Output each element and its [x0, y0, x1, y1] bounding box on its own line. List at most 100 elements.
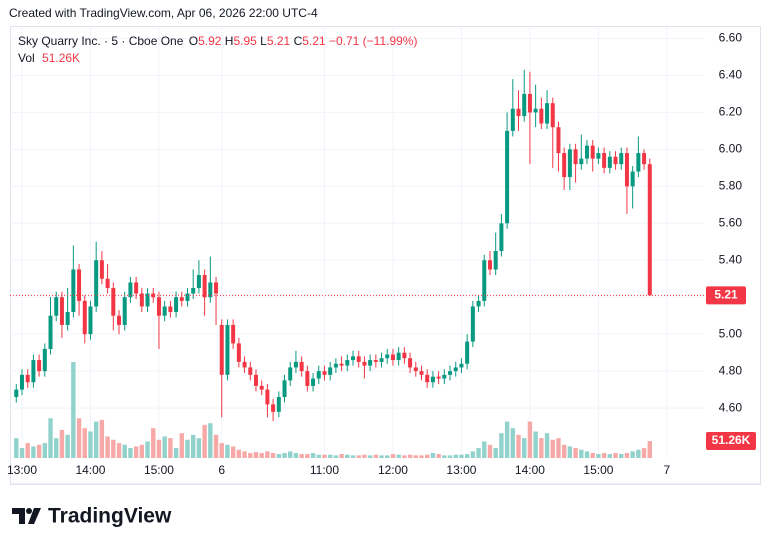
volume-bar	[407, 454, 413, 458]
candle-body	[333, 363, 338, 368]
candle-body	[179, 297, 184, 301]
volume-tag-label: 51.26K	[712, 433, 751, 447]
volume-bar	[248, 453, 253, 458]
volume-bar	[128, 448, 133, 458]
candle-body	[419, 371, 424, 375]
volume-bar	[613, 453, 618, 458]
candle-body	[42, 348, 47, 372]
candle-body	[642, 153, 647, 165]
volume-bar	[36, 444, 42, 458]
volume-bar	[162, 436, 167, 458]
candle-body	[539, 108, 544, 124]
candle-body	[88, 306, 93, 335]
volume-bar	[510, 428, 516, 458]
candle-body	[242, 361, 247, 368]
candle-body	[459, 363, 464, 368]
candle-body	[527, 93, 532, 113]
candle-body	[562, 153, 567, 178]
candle-body	[202, 275, 207, 298]
volume-bar	[59, 429, 65, 458]
volume-bar	[242, 451, 247, 458]
volume-bar	[196, 438, 202, 458]
candle-body	[311, 378, 316, 386]
candle-body	[430, 376, 435, 383]
volume-bar	[430, 453, 436, 458]
volume-bar	[522, 438, 527, 458]
volume-bar	[31, 446, 36, 458]
x-tick-label: 11:00	[310, 463, 339, 477]
volume-bar	[561, 444, 567, 458]
candle-body	[362, 361, 367, 366]
y-tick-label: 4.80	[719, 363, 743, 377]
candle-body	[174, 297, 179, 312]
x-tick-label: 14:00	[75, 463, 105, 477]
volume-bar	[459, 454, 464, 458]
legend-value: 5.92	[198, 34, 222, 48]
candle-body	[117, 315, 122, 325]
logo-mark	[28, 508, 41, 524]
candle-body	[111, 287, 116, 316]
candle-body	[168, 306, 173, 312]
volume-bar	[636, 449, 641, 458]
price-tag-label: 5.21	[714, 288, 738, 302]
volume-bar	[567, 446, 573, 458]
volume-bar	[230, 446, 236, 458]
candle-body	[585, 145, 590, 159]
volume-bar	[82, 428, 87, 458]
volume-bar	[590, 453, 595, 458]
candle-body	[408, 358, 413, 368]
candle-body	[151, 293, 156, 298]
volume-bar	[624, 453, 630, 458]
volume-bar	[105, 436, 110, 458]
volume-bar	[145, 441, 150, 458]
symbol-title: Sky Quarry Inc. · 5 · Cboe One	[18, 34, 184, 48]
volume-bar	[504, 421, 510, 458]
volume-bar	[596, 454, 601, 458]
volume-bar	[447, 455, 453, 458]
x-tick-label: 15:00	[144, 463, 174, 477]
candle-body	[225, 324, 230, 375]
legend-change: −0.71	[329, 34, 360, 48]
volume-bar	[601, 453, 607, 458]
candle-body	[156, 297, 161, 316]
volume-bar	[122, 444, 127, 458]
candle-body	[162, 306, 167, 316]
volume-bar	[48, 418, 53, 458]
y-tick-label: 5.60	[719, 215, 743, 229]
volume-bar	[54, 438, 59, 458]
candle-body	[214, 282, 219, 294]
candle-body	[470, 306, 475, 342]
candle-body	[556, 127, 561, 154]
legend-value: 51.26K	[42, 51, 80, 65]
volume-bar	[305, 454, 310, 458]
candle-body	[19, 374, 24, 390]
candle-body	[185, 293, 190, 301]
volume-bar	[539, 438, 544, 458]
candle-body	[607, 156, 612, 168]
volume-bar	[339, 454, 344, 458]
candle-body	[533, 108, 538, 113]
candle-body	[31, 360, 36, 383]
candle-body	[54, 297, 59, 316]
volume-bar	[402, 455, 407, 458]
volume-bar	[213, 434, 219, 458]
candle-body	[37, 360, 42, 372]
candle-body	[356, 356, 361, 362]
y-tick-label: 4.60	[719, 400, 743, 414]
candle-body	[390, 354, 395, 361]
volume-bar	[185, 439, 190, 458]
volume-bar	[156, 439, 162, 458]
volume-bar	[322, 454, 327, 458]
volume-bar	[111, 439, 116, 458]
volume-bar	[573, 448, 578, 458]
candle-body	[128, 282, 133, 298]
volume-bar	[288, 451, 293, 458]
candle-body	[253, 374, 258, 386]
volume-bar	[550, 439, 555, 458]
volume-bar	[299, 454, 304, 458]
candle-body	[379, 358, 384, 362]
legend-change-pct: (−11.99%)	[363, 34, 418, 48]
y-tick-label: 6.00	[719, 142, 743, 156]
volume-bar	[442, 455, 447, 458]
legend-key: Vol	[18, 51, 35, 65]
